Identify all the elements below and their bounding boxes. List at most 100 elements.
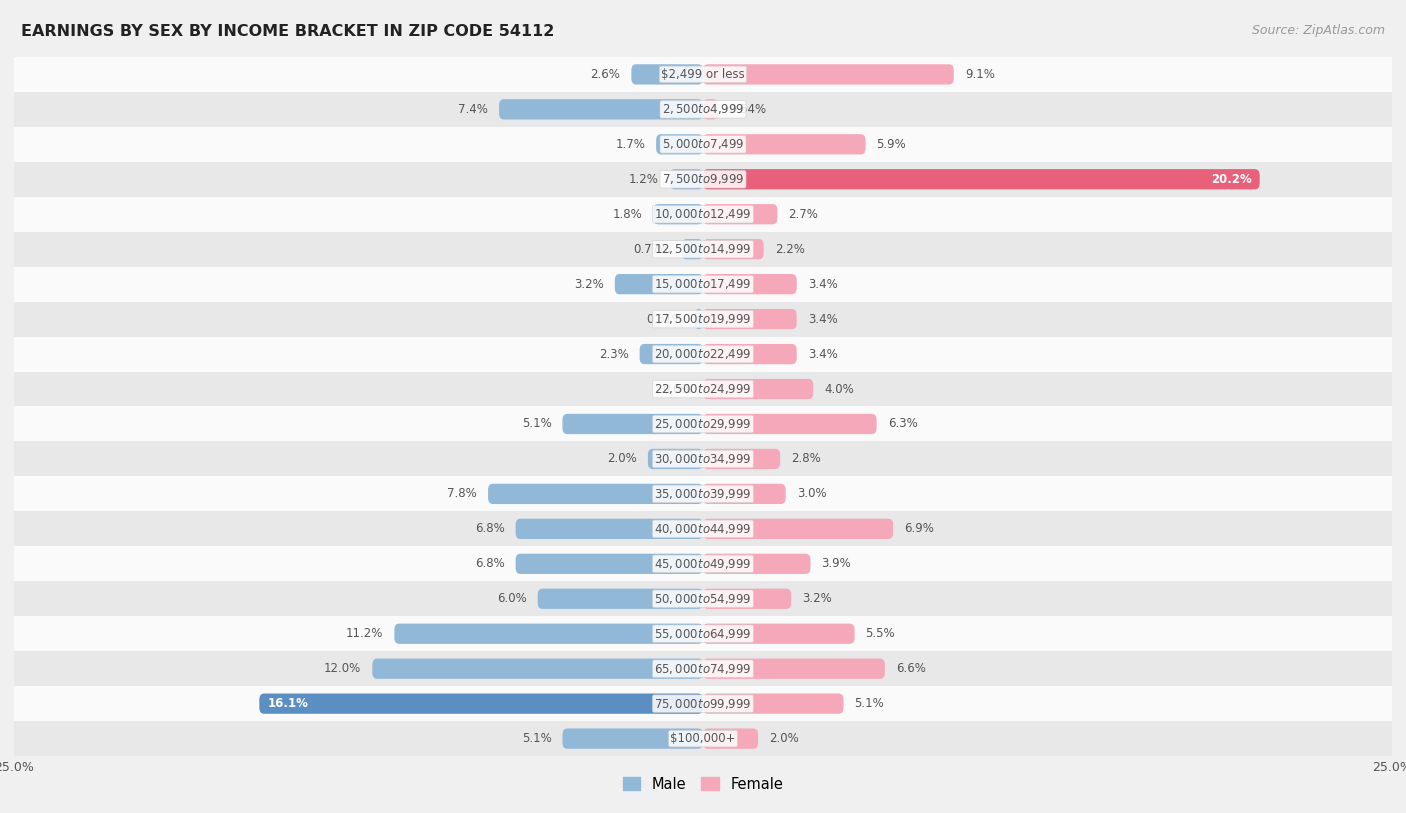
Text: $45,000 to $49,999: $45,000 to $49,999 <box>654 557 752 571</box>
Text: 12.0%: 12.0% <box>323 663 361 675</box>
Bar <box>14 127 1392 162</box>
Text: 6.0%: 6.0% <box>496 593 527 605</box>
FancyBboxPatch shape <box>631 64 703 85</box>
Bar <box>14 651 1392 686</box>
Bar <box>14 546 1392 581</box>
Text: 2.0%: 2.0% <box>607 453 637 465</box>
Text: $10,000 to $12,499: $10,000 to $12,499 <box>654 207 752 221</box>
Text: 3.2%: 3.2% <box>803 593 832 605</box>
FancyBboxPatch shape <box>703 134 866 154</box>
Text: 2.0%: 2.0% <box>769 733 799 745</box>
Bar <box>14 197 1392 232</box>
Text: 0.54%: 0.54% <box>728 103 766 115</box>
Text: 0.77%: 0.77% <box>634 243 671 255</box>
FancyBboxPatch shape <box>703 484 786 504</box>
Bar <box>14 302 1392 337</box>
Bar <box>14 57 1392 92</box>
FancyBboxPatch shape <box>562 728 703 749</box>
Bar <box>14 267 1392 302</box>
Text: 7.4%: 7.4% <box>458 103 488 115</box>
Text: 3.2%: 3.2% <box>574 278 603 290</box>
FancyBboxPatch shape <box>703 169 1260 189</box>
Text: 5.1%: 5.1% <box>522 733 551 745</box>
Text: 2.3%: 2.3% <box>599 348 628 360</box>
Bar <box>14 232 1392 267</box>
FancyBboxPatch shape <box>562 414 703 434</box>
Text: $5,000 to $7,499: $5,000 to $7,499 <box>662 137 744 151</box>
FancyBboxPatch shape <box>703 589 792 609</box>
FancyBboxPatch shape <box>703 379 813 399</box>
Text: $22,500 to $24,999: $22,500 to $24,999 <box>654 382 752 396</box>
Text: $7,500 to $9,999: $7,500 to $9,999 <box>662 172 744 186</box>
Text: 3.4%: 3.4% <box>807 348 838 360</box>
Text: $20,000 to $22,499: $20,000 to $22,499 <box>654 347 752 361</box>
Text: 7.8%: 7.8% <box>447 488 477 500</box>
FancyBboxPatch shape <box>614 274 703 294</box>
Bar <box>14 92 1392 127</box>
Text: 6.6%: 6.6% <box>896 663 925 675</box>
FancyBboxPatch shape <box>703 449 780 469</box>
FancyBboxPatch shape <box>373 659 703 679</box>
Text: $15,000 to $17,499: $15,000 to $17,499 <box>654 277 752 291</box>
Text: 6.3%: 6.3% <box>887 418 917 430</box>
FancyBboxPatch shape <box>703 624 855 644</box>
FancyBboxPatch shape <box>516 519 703 539</box>
FancyBboxPatch shape <box>703 659 884 679</box>
FancyBboxPatch shape <box>640 344 703 364</box>
Text: Source: ZipAtlas.com: Source: ZipAtlas.com <box>1251 24 1385 37</box>
Text: 20.2%: 20.2% <box>1211 173 1251 185</box>
Text: 5.1%: 5.1% <box>855 698 884 710</box>
Text: $100,000+: $100,000+ <box>671 733 735 745</box>
Text: 3.0%: 3.0% <box>797 488 827 500</box>
FancyBboxPatch shape <box>259 693 703 714</box>
Text: 1.2%: 1.2% <box>628 173 659 185</box>
Text: $40,000 to $44,999: $40,000 to $44,999 <box>654 522 752 536</box>
FancyBboxPatch shape <box>703 99 718 120</box>
FancyBboxPatch shape <box>648 449 703 469</box>
Bar <box>14 581 1392 616</box>
Text: 2.8%: 2.8% <box>792 453 821 465</box>
Legend: Male, Female: Male, Female <box>617 771 789 798</box>
Text: $2,500 to $4,999: $2,500 to $4,999 <box>662 102 744 116</box>
Text: 4.0%: 4.0% <box>824 383 853 395</box>
Bar <box>14 686 1392 721</box>
Bar <box>14 372 1392 406</box>
Text: 1.8%: 1.8% <box>613 208 643 220</box>
Text: 3.4%: 3.4% <box>807 278 838 290</box>
Text: $50,000 to $54,999: $50,000 to $54,999 <box>654 592 752 606</box>
Text: $12,500 to $14,999: $12,500 to $14,999 <box>654 242 752 256</box>
Bar <box>14 721 1392 756</box>
Text: 5.9%: 5.9% <box>876 138 907 150</box>
Text: 2.2%: 2.2% <box>775 243 804 255</box>
Bar <box>14 511 1392 546</box>
FancyBboxPatch shape <box>703 693 844 714</box>
Text: 2.6%: 2.6% <box>591 68 620 80</box>
Text: 3.4%: 3.4% <box>807 313 838 325</box>
FancyBboxPatch shape <box>703 239 763 259</box>
FancyBboxPatch shape <box>703 64 953 85</box>
Text: $17,500 to $19,999: $17,500 to $19,999 <box>654 312 752 326</box>
Text: 6.8%: 6.8% <box>475 558 505 570</box>
FancyBboxPatch shape <box>695 309 703 329</box>
Text: $75,000 to $99,999: $75,000 to $99,999 <box>654 697 752 711</box>
Bar <box>14 441 1392 476</box>
FancyBboxPatch shape <box>669 169 703 189</box>
FancyBboxPatch shape <box>657 134 703 154</box>
FancyBboxPatch shape <box>499 99 703 120</box>
Text: 6.8%: 6.8% <box>475 523 505 535</box>
FancyBboxPatch shape <box>537 589 703 609</box>
Text: 11.2%: 11.2% <box>346 628 384 640</box>
FancyBboxPatch shape <box>703 554 810 574</box>
Text: $65,000 to $74,999: $65,000 to $74,999 <box>654 662 752 676</box>
Text: 5.5%: 5.5% <box>866 628 896 640</box>
Text: 5.1%: 5.1% <box>522 418 551 430</box>
Text: 0.0%: 0.0% <box>662 383 692 395</box>
FancyBboxPatch shape <box>703 274 797 294</box>
FancyBboxPatch shape <box>703 414 876 434</box>
Text: $35,000 to $39,999: $35,000 to $39,999 <box>654 487 752 501</box>
Text: 1.7%: 1.7% <box>616 138 645 150</box>
FancyBboxPatch shape <box>394 624 703 644</box>
Bar <box>14 337 1392 372</box>
FancyBboxPatch shape <box>703 519 893 539</box>
FancyBboxPatch shape <box>703 344 797 364</box>
